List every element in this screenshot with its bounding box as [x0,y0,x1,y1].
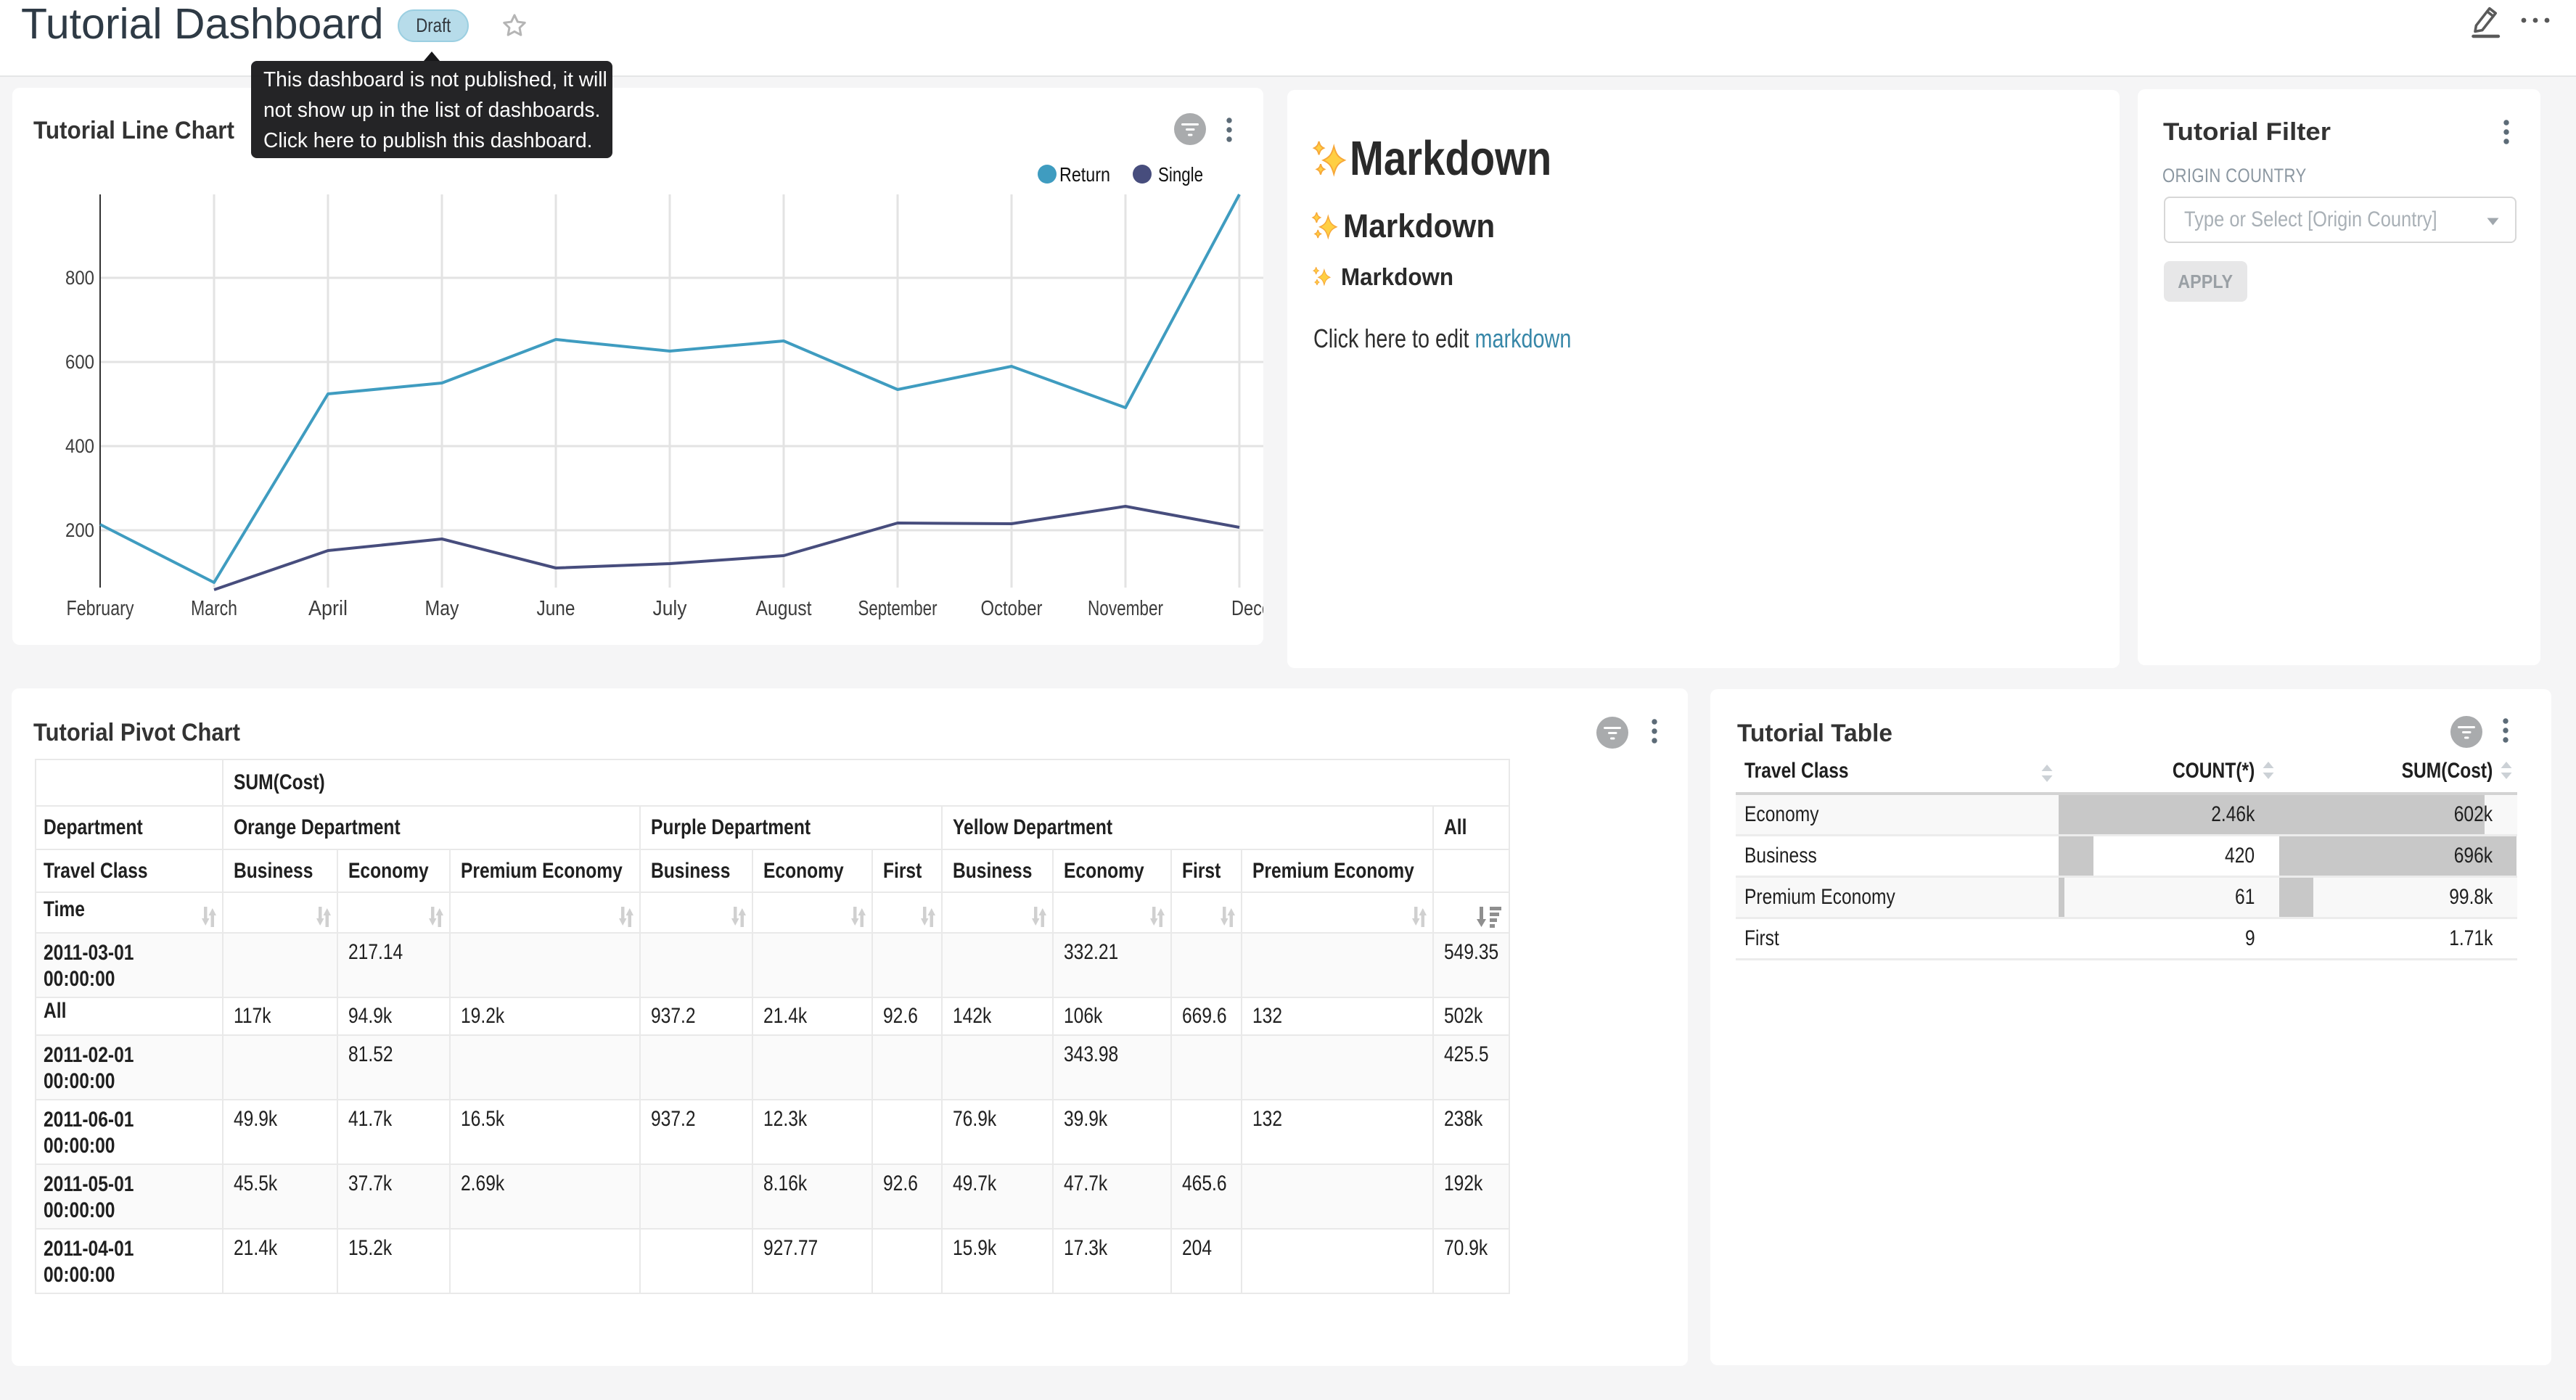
svg-text:November: November [1088,597,1163,620]
svg-text:April: April [308,597,348,620]
svg-text:September: September [858,597,938,620]
svg-text:Return: Return [1059,163,1110,186]
svg-text:October: October [981,597,1043,620]
svg-text:600: 600 [65,351,94,373]
svg-text:Tutorial Line Chart: Tutorial Line Chart [33,117,234,144]
svg-text:July: July [653,597,687,620]
svg-text:March: March [191,597,237,620]
svg-text:Tutorial Table: Tutorial Table [1737,720,1892,747]
svg-text:February: February [67,597,134,620]
svg-text:Single: Single [1158,163,1203,186]
svg-text:May: May [425,597,459,620]
svg-text:400: 400 [65,435,94,457]
svg-text:Tutorial Pivot Chart: Tutorial Pivot Chart [33,719,240,746]
svg-text:Dece: Dece [1231,597,1263,620]
svg-text:800: 800 [65,267,94,289]
svg-text:Tutorial Filter: Tutorial Filter [2163,118,2331,146]
svg-text:August: August [756,597,812,620]
svg-text:June: June [537,597,575,620]
svg-text:200: 200 [65,519,94,541]
